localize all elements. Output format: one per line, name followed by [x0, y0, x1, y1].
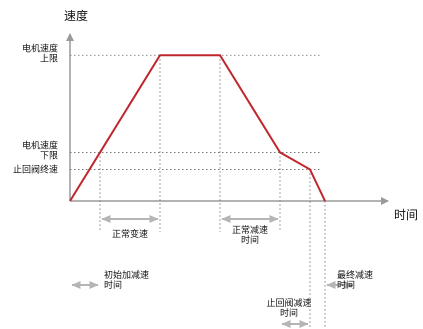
- interval-label-initial-accel-decel-time-line: 初始加减速: [104, 269, 149, 281]
- vertical-guide-group: [99, 55, 326, 329]
- interval-label-check-valve-decel-time: 止回阀减速时间: [266, 297, 311, 319]
- x-axis-title: 时间: [394, 208, 418, 222]
- interval-label-check-valve-decel-time-line: 时间: [280, 307, 298, 319]
- interval-label-final-decel-time-line: 最终减速: [337, 269, 373, 281]
- velocity-curve: [69, 54, 326, 202]
- interval-label-normal-decel-time-line: 正常减速: [232, 224, 268, 236]
- ylabel-motor-lower: 电机速度下限: [22, 139, 58, 161]
- interval-label-final-decel-time-line: 时间: [337, 279, 355, 291]
- ylabel-motor-upper: 电机速度上限: [22, 42, 58, 64]
- interval-label-normal-speed-change-line: 正常变速: [112, 228, 148, 240]
- ylabel-motor-lower-line: 下限: [40, 150, 58, 161]
- y-axis-title: 速度: [64, 8, 88, 23]
- interval-label-normal-decel-time: 正常减速时间: [232, 224, 268, 246]
- interval-label-check-valve-decel-time-line: 止回阀减速: [266, 297, 311, 309]
- interval-label-final-decel-time: 最终减速时间: [337, 269, 373, 291]
- interval-label-normal-decel-time-line: 时间: [241, 234, 259, 246]
- ylabel-check-valve-final: 止回阀终速: [13, 163, 58, 175]
- ylabel-motor-lower-line: 电机速度: [22, 139, 58, 151]
- interval-label-normal-speed-change: 正常变速: [112, 228, 148, 240]
- ylabel-check-valve-final-line: 止回阀终速: [13, 163, 58, 175]
- interval-label-initial-accel-decel-time-line: 时间: [104, 279, 122, 291]
- series-group: [69, 54, 326, 202]
- ylabel-motor-upper-line: 上限: [40, 53, 58, 64]
- interval-label-initial-accel-decel-time: 初始加减速时间: [104, 269, 149, 291]
- ylabel-motor-upper-line: 电机速度: [22, 42, 58, 54]
